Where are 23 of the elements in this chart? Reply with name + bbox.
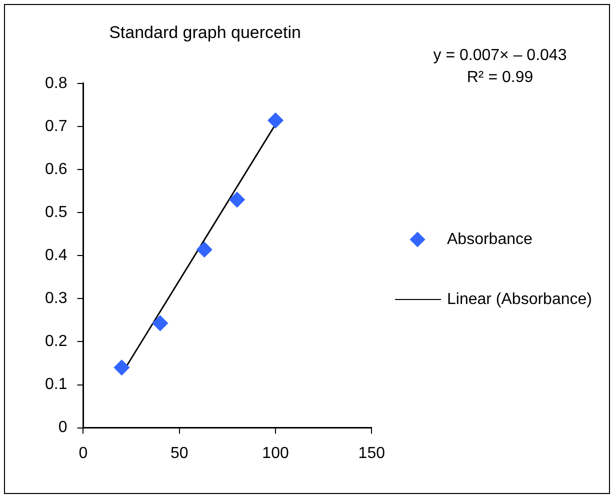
x-tick-label: 0	[78, 444, 88, 462]
x-tick-label: 50	[170, 444, 188, 462]
x-tick-label: 100	[262, 444, 289, 462]
y-tick-label: 0.2	[44, 333, 68, 350]
text: R² = 0.99	[466, 68, 534, 88]
y-tick-label: 0	[58, 419, 68, 436]
y-tick-label: 0.6	[44, 160, 68, 178]
text: y = 0.007× – 0.043	[432, 46, 568, 66]
y-tick-label: 0.7	[44, 118, 68, 135]
y-tick-label: 0.3	[44, 290, 68, 308]
point	[268, 112, 284, 128]
y-tick-label: 0.5	[44, 204, 68, 221]
point	[229, 192, 245, 208]
chart-title: Standard graph quercetin	[109, 22, 301, 42]
y-tick-label: 0.4	[44, 247, 68, 264]
y-tick-label: 0.1	[44, 376, 68, 394]
point	[196, 242, 212, 258]
point	[114, 360, 130, 376]
x-tick-label: 150	[358, 444, 386, 462]
legend-label: Absorbance	[447, 230, 532, 250]
y-tick-label: 0.8	[44, 74, 68, 92]
legend-label: Linear (Absorbance)	[447, 290, 592, 310]
point	[152, 315, 168, 331]
